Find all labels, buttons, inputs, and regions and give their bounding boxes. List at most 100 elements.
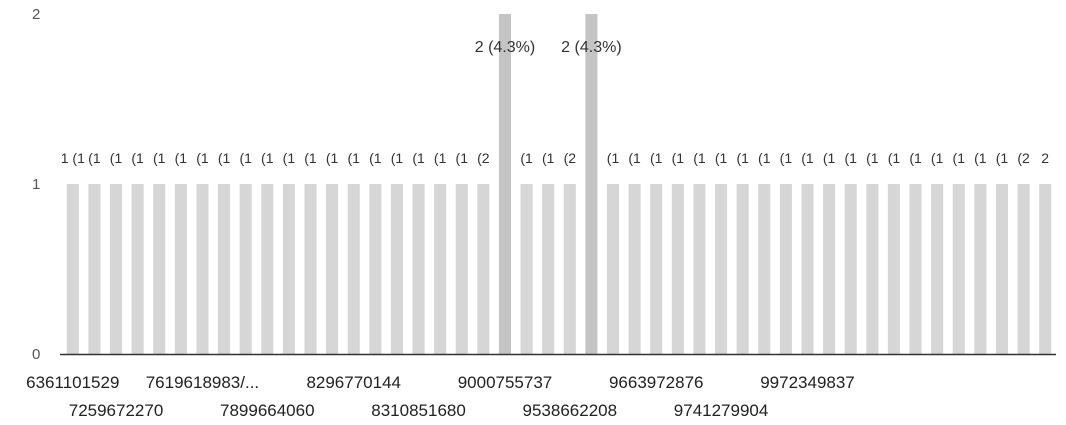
data-label: (1 bbox=[110, 150, 123, 166]
data-label: (1 bbox=[909, 150, 922, 166]
bar bbox=[585, 14, 598, 354]
bar bbox=[218, 184, 231, 354]
data-label: (2 bbox=[477, 150, 490, 166]
bar bbox=[995, 184, 1009, 354]
bar bbox=[412, 184, 425, 354]
data-label: (1 bbox=[239, 150, 252, 166]
bar bbox=[347, 184, 360, 354]
bar bbox=[671, 184, 684, 354]
y-tick-label: 0 bbox=[32, 346, 40, 363]
data-label: (1 bbox=[520, 150, 533, 166]
data-label: (1 bbox=[758, 150, 771, 166]
data-label: (1 bbox=[996, 150, 1009, 166]
bar bbox=[952, 184, 965, 354]
data-label: (1 bbox=[888, 150, 901, 166]
data-label: (1 bbox=[974, 150, 987, 166]
bar bbox=[887, 184, 900, 354]
data-label: (1 bbox=[369, 150, 382, 166]
bar bbox=[801, 184, 814, 354]
data-label: 2 (4.3%) bbox=[475, 39, 535, 56]
bar bbox=[196, 184, 209, 354]
data-label: (1 bbox=[931, 150, 944, 166]
bar bbox=[1017, 184, 1030, 354]
data-label: (1 bbox=[801, 150, 814, 166]
data-label: (1 bbox=[736, 150, 749, 166]
data-label: (1 bbox=[844, 150, 857, 166]
x-tick-label: 8296770144 bbox=[306, 373, 401, 392]
data-label: (1 bbox=[715, 150, 728, 166]
data-label: 2 (4.3%) bbox=[561, 39, 621, 56]
data-label: (1 bbox=[412, 150, 425, 166]
data-label: (1 bbox=[88, 150, 101, 166]
bar bbox=[239, 184, 252, 354]
bar bbox=[88, 184, 101, 354]
data-label: (1 bbox=[391, 150, 404, 166]
bar bbox=[909, 184, 922, 354]
y-axis: 0 1 2 bbox=[32, 6, 40, 363]
bar bbox=[779, 184, 792, 354]
data-label: (1 bbox=[131, 150, 144, 166]
data-label: (1 bbox=[283, 150, 296, 166]
bar bbox=[866, 184, 879, 354]
bar bbox=[261, 184, 274, 354]
bar bbox=[304, 184, 317, 354]
data-label: (1 bbox=[347, 150, 360, 166]
bar bbox=[628, 184, 641, 354]
bar bbox=[109, 184, 123, 354]
y-tick-label: 2 bbox=[32, 6, 40, 23]
data-labels: 1 (1 (1 (1 (1 (1 (1 (1 (1 (1 (1 (1 (1 (1 (1 (1 (1 (1 (1 (1… bbox=[61, 39, 1050, 166]
bar bbox=[434, 184, 447, 354]
data-label: 1 (1 bbox=[61, 150, 85, 166]
bar bbox=[844, 184, 857, 354]
bar bbox=[606, 184, 620, 354]
bar bbox=[563, 184, 576, 354]
data-label: (1 bbox=[153, 150, 166, 166]
data-label: (1 bbox=[693, 150, 706, 166]
x-tick-label: 9663972876 bbox=[609, 373, 704, 392]
data-label: (2 bbox=[1017, 150, 1030, 166]
bar bbox=[66, 184, 79, 354]
bar bbox=[498, 14, 512, 354]
x-tick-label: 6361101529 bbox=[26, 373, 119, 392]
data-label: (1 bbox=[434, 150, 447, 166]
bar bbox=[131, 184, 144, 354]
bar bbox=[455, 184, 468, 354]
x-tick-label: 9972349837 bbox=[760, 373, 855, 392]
bar bbox=[542, 184, 555, 354]
bar bbox=[390, 184, 403, 354]
bar bbox=[931, 184, 944, 354]
data-label: (1 bbox=[304, 150, 317, 166]
bar bbox=[736, 184, 749, 354]
y-tick-label: 1 bbox=[32, 176, 40, 193]
bar bbox=[823, 184, 836, 354]
data-label: (1 bbox=[261, 150, 274, 166]
bar bbox=[520, 184, 533, 354]
data-label: (1 bbox=[607, 150, 620, 166]
data-label: (1 bbox=[780, 150, 793, 166]
x-axis-labels: 6361101529 7259672270 7619618983/... 789966… bbox=[26, 373, 855, 420]
data-label: (1 bbox=[672, 150, 685, 166]
data-label: (1 bbox=[218, 150, 231, 166]
data-label: (1 bbox=[628, 150, 641, 166]
bar bbox=[369, 184, 382, 354]
bar bbox=[477, 184, 490, 354]
data-label: (1 bbox=[175, 150, 188, 166]
data-label: (1 bbox=[456, 150, 469, 166]
x-tick-label: 7899664060 bbox=[220, 401, 315, 420]
bar bbox=[650, 184, 663, 354]
bar bbox=[174, 184, 187, 354]
bar bbox=[693, 184, 706, 354]
data-label: 2 bbox=[1041, 150, 1049, 166]
data-label: (1 bbox=[953, 150, 966, 166]
x-tick-label: 9741279904 bbox=[674, 401, 769, 420]
data-label: (1 bbox=[650, 150, 663, 166]
data-label: (2 bbox=[564, 150, 577, 166]
x-tick-label: 7619618983/... bbox=[146, 373, 259, 392]
data-label: (1 bbox=[866, 150, 879, 166]
bar bbox=[153, 184, 166, 354]
x-tick-label: 9538662208 bbox=[523, 401, 618, 420]
x-tick-label: 8310851680 bbox=[371, 401, 466, 420]
data-label: (1 bbox=[823, 150, 836, 166]
bar bbox=[715, 184, 728, 354]
